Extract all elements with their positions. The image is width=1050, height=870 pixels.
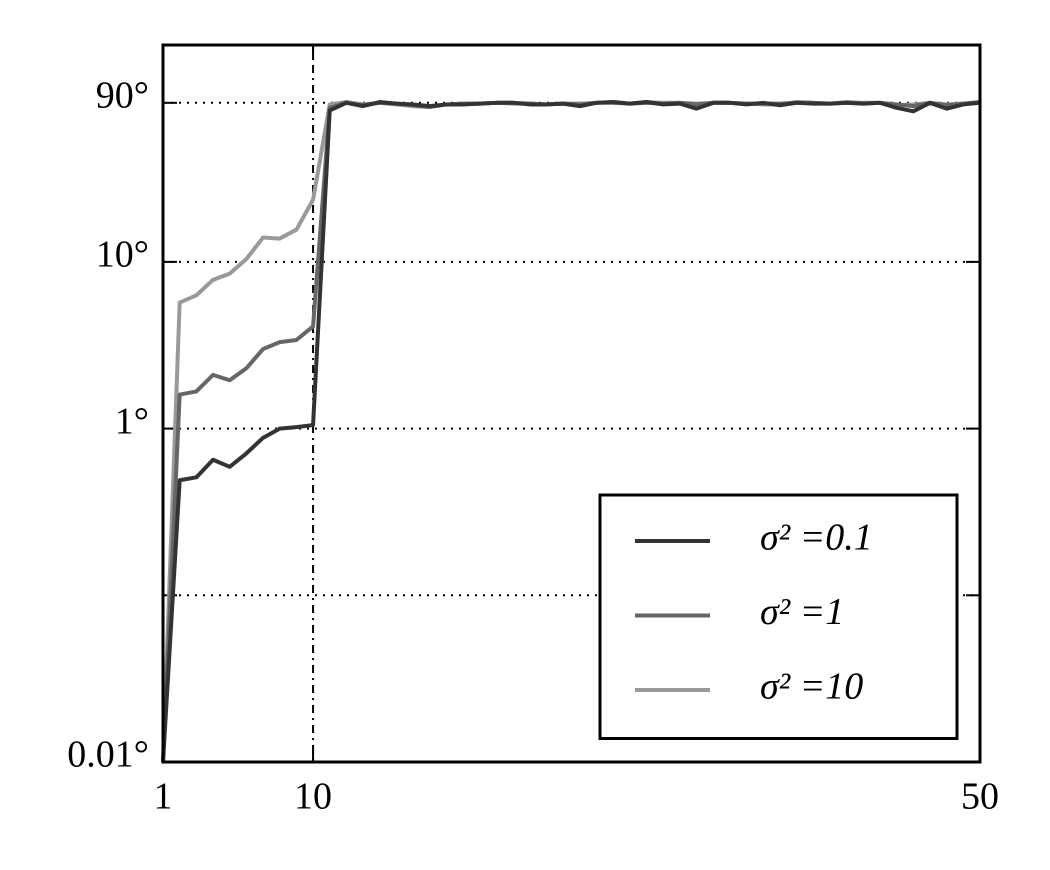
plot-frame — [161, 43, 982, 764]
legend-label: σ² =10 — [760, 666, 863, 708]
x-tick-label: 1 — [154, 776, 173, 818]
y-tick-label: 10° — [96, 234, 149, 276]
legend-label: σ² =1 — [760, 591, 844, 633]
x-tick-label: 10 — [294, 776, 332, 818]
y-tick-label: 0.01° — [67, 734, 149, 776]
x-tick-label: 50 — [961, 776, 999, 818]
legend-label: σ² =0.1 — [760, 517, 873, 559]
y-tick-label: 1° — [115, 400, 149, 442]
y-tick-label: 90° — [96, 75, 149, 117]
line — [161, 100, 981, 763]
